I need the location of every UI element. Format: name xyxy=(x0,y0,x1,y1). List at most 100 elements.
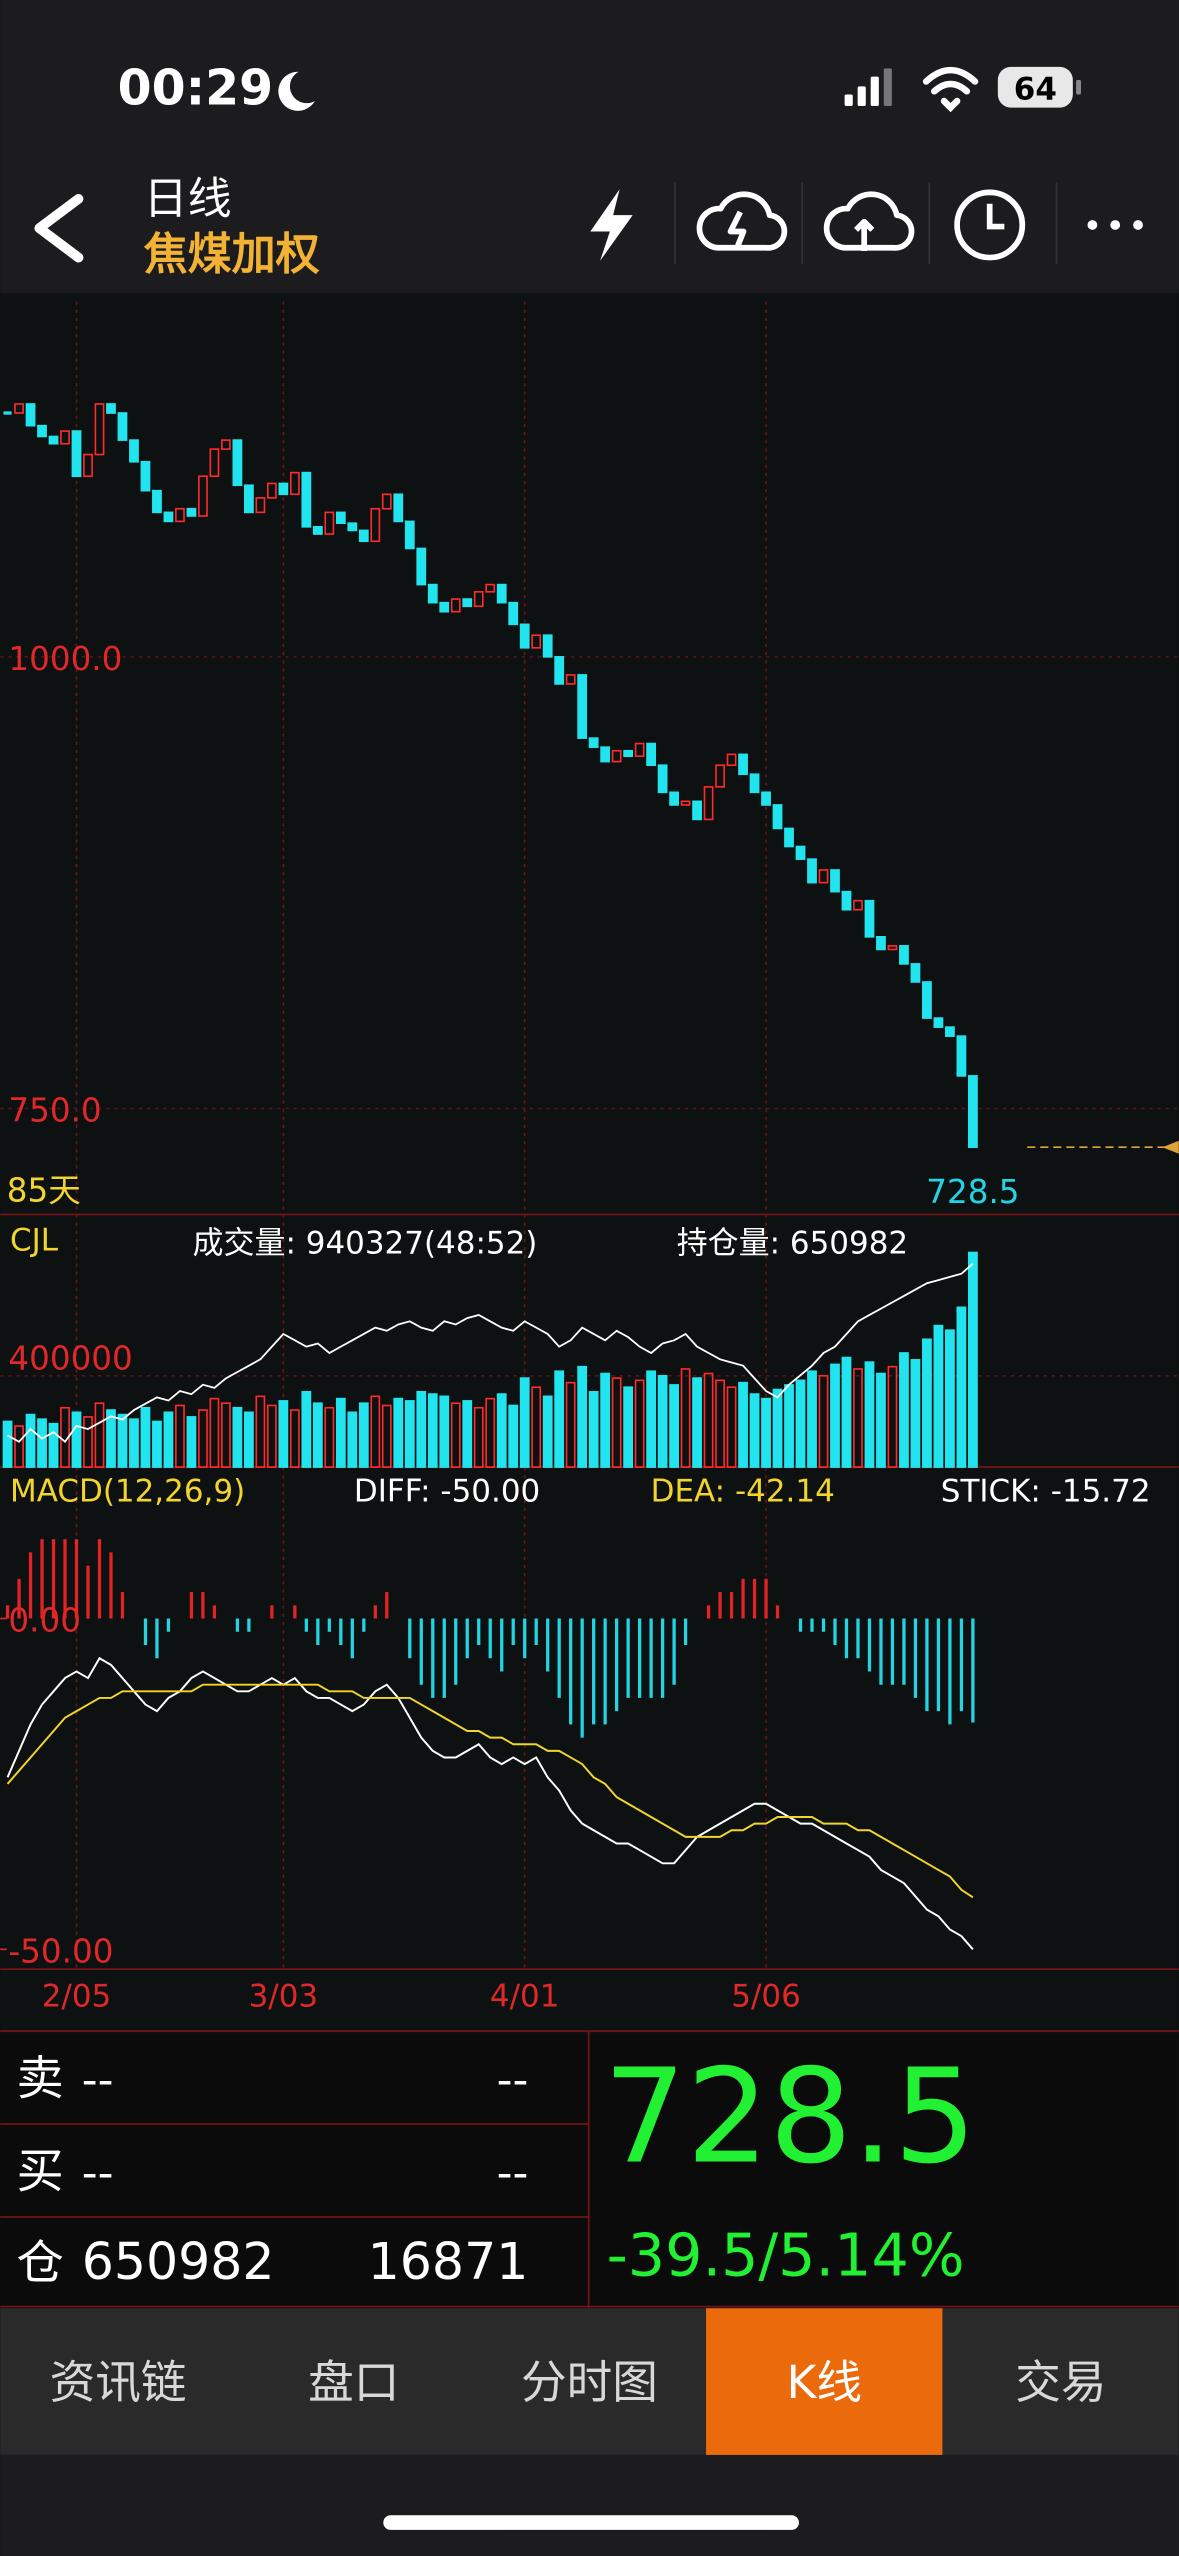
candle xyxy=(186,507,197,517)
battery-icon xyxy=(997,66,1073,108)
panel-title: CJL xyxy=(10,1222,59,1258)
candle xyxy=(404,520,415,550)
sell-label: 卖 xyxy=(17,2052,64,2107)
candle xyxy=(899,945,909,965)
volume-bar xyxy=(623,1386,634,1468)
back-button[interactable] xyxy=(34,193,84,263)
volume-bar xyxy=(83,1416,93,1468)
volume-bar xyxy=(370,1395,381,1468)
open-interest-line xyxy=(7,1262,974,1444)
y-tick-label: 1000.0 xyxy=(8,640,122,678)
candle xyxy=(278,482,289,496)
candle xyxy=(450,598,461,613)
volume-bar xyxy=(830,1363,840,1468)
candle xyxy=(48,435,59,445)
volume-bar xyxy=(680,1368,691,1468)
candle xyxy=(703,786,714,821)
volume-bar xyxy=(554,1370,565,1468)
chart-bg xyxy=(0,293,1179,2035)
tab[interactable]: 资讯链 xyxy=(50,2356,187,2409)
volume-bar xyxy=(221,1402,231,1468)
candle xyxy=(335,511,346,525)
panel-title: MACD(12,26,9) xyxy=(10,1473,245,1509)
candle xyxy=(669,791,679,806)
date-label: 2/05 xyxy=(42,1979,112,2015)
volume-bar xyxy=(255,1395,266,1468)
candle xyxy=(818,869,829,884)
volume-bar xyxy=(634,1379,645,1468)
tab[interactable]: 交易 xyxy=(1015,2356,1106,2409)
last-price-label: 728.5 xyxy=(926,1173,1019,1211)
candle xyxy=(324,511,335,535)
tab[interactable]: 盘口 xyxy=(308,2356,399,2409)
volume-bar xyxy=(175,1404,185,1468)
macd-line xyxy=(6,1683,974,1899)
volume-bar xyxy=(2,1420,13,1468)
candle xyxy=(37,424,47,438)
volume-bar xyxy=(404,1400,415,1468)
volume-bar xyxy=(450,1402,461,1468)
volume-bar xyxy=(496,1393,507,1468)
cloud-sync-button[interactable] xyxy=(696,191,788,251)
wifi-icon xyxy=(922,66,979,113)
more-button[interactable] xyxy=(1087,220,1143,230)
volume-bar xyxy=(749,1393,760,1468)
candle xyxy=(266,482,277,499)
volume-bar xyxy=(933,1324,944,1468)
candle xyxy=(175,507,185,523)
candle xyxy=(945,1026,955,1037)
candle xyxy=(956,1035,967,1077)
cloud-upload-button[interactable] xyxy=(823,191,915,252)
candle xyxy=(646,742,657,767)
volume-bar xyxy=(117,1413,128,1468)
battery-tip xyxy=(1076,79,1081,95)
volume-bar xyxy=(577,1365,588,1468)
header-bg xyxy=(0,0,1179,294)
volume-bar xyxy=(266,1404,277,1468)
volume-bar xyxy=(48,1422,59,1468)
period-label: 85天 xyxy=(7,1171,81,1209)
macd-line xyxy=(6,1656,974,1950)
symbol-title: 焦煤加权 xyxy=(144,229,320,280)
volume-bar xyxy=(473,1406,484,1468)
tab[interactable]: K线 xyxy=(786,2356,862,2409)
candle xyxy=(152,489,162,514)
clock: 00:29 xyxy=(118,59,274,116)
tab[interactable]: 分时图 xyxy=(521,2356,658,2409)
candle xyxy=(726,753,737,767)
sell-volume: -- xyxy=(497,2055,529,2106)
volume-bar xyxy=(198,1409,208,1468)
history-button[interactable] xyxy=(954,189,1026,261)
candle xyxy=(968,1075,978,1149)
volume-bar xyxy=(772,1388,783,1468)
volume-bar xyxy=(358,1402,369,1468)
candle xyxy=(163,511,174,523)
volume-bar xyxy=(899,1352,909,1468)
candle xyxy=(795,845,806,860)
candle xyxy=(301,471,312,528)
volume-bar xyxy=(542,1395,553,1468)
battery-level: 64 xyxy=(1014,71,1057,107)
position-label: 仓 xyxy=(17,2236,64,2291)
candle xyxy=(370,507,381,543)
volume-bar xyxy=(853,1368,863,1468)
candle xyxy=(542,634,553,658)
flash-button[interactable] xyxy=(590,189,633,261)
legend-entry: DIFF: -50.00 xyxy=(354,1473,540,1509)
candle xyxy=(922,981,932,1019)
volume-bar xyxy=(335,1397,346,1468)
buy-price: -- xyxy=(82,2148,114,2199)
candle xyxy=(221,439,231,450)
volume-bar xyxy=(71,1411,82,1468)
volume-bar xyxy=(152,1420,162,1468)
volume-bar xyxy=(657,1374,668,1468)
candle xyxy=(588,737,599,748)
date-label: 4/01 xyxy=(490,1979,560,2015)
price-change: -39.5/5.14% xyxy=(607,2222,965,2290)
volume-bar xyxy=(416,1390,427,1468)
candle xyxy=(784,827,794,848)
date-label: 5/06 xyxy=(731,1979,801,2015)
candle xyxy=(71,430,82,478)
